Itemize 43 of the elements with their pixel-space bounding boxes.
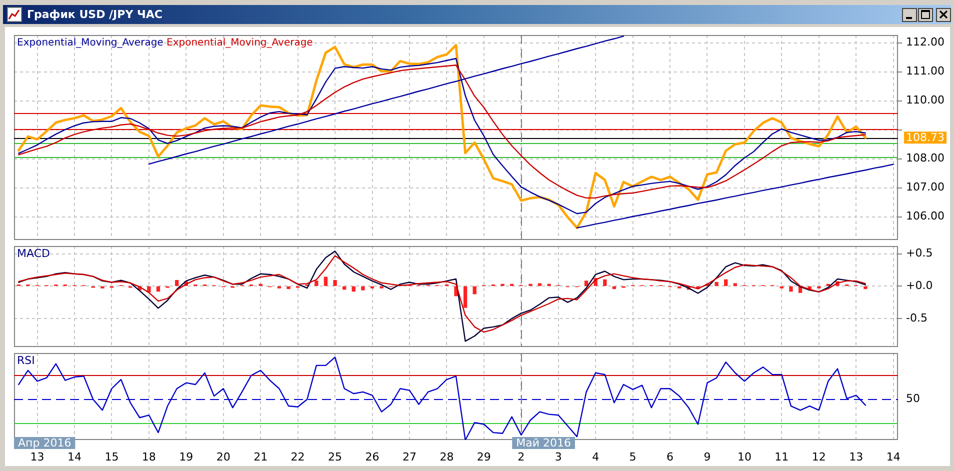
x-tick-label: 6 xyxy=(666,450,674,464)
y-tick-label: 108.00 xyxy=(906,152,944,165)
x-tick-label: 14 xyxy=(67,450,82,464)
ref-line-label: 50 xyxy=(906,392,920,405)
x-tick-label: 20 xyxy=(216,450,230,464)
ref-line-label: Май 2016 xyxy=(516,436,572,450)
x-tick-label: 10 xyxy=(737,450,752,464)
annotation: Апр 2016 xyxy=(18,436,72,450)
x-tick-label: 12 xyxy=(812,450,826,464)
x-tick-label: 22 xyxy=(290,450,305,464)
x-tick-label: 27 xyxy=(402,450,416,464)
x-tick-label: 15 xyxy=(104,450,119,464)
x-tick-label: 3 xyxy=(554,450,562,464)
y-tick-label: 111.00 xyxy=(906,64,944,78)
x-tick-label: 19 xyxy=(179,450,194,464)
x-tick-label: 18 xyxy=(142,450,156,464)
y-tick-label: -0.5 xyxy=(906,311,928,324)
y-tick-label: 112.00 xyxy=(906,36,944,49)
x-tick-label: 4 xyxy=(592,450,600,464)
y-tick-label: 110.00 xyxy=(906,94,944,107)
x-tick-label: 13 xyxy=(849,450,864,464)
y-tick-label: +0.0 xyxy=(906,279,933,292)
text: Exponential_Moving_Average xyxy=(166,38,313,49)
text: Exponential_Moving_Average xyxy=(17,38,164,49)
chart-title: MACD xyxy=(17,246,50,260)
x-tick-label: 28 xyxy=(440,450,454,464)
x-tick-label: 9 xyxy=(704,450,711,464)
x-tick-label: 2 xyxy=(518,450,525,464)
chart-title: График USD /JPY ЧАС xyxy=(27,7,162,22)
title-bar: График USD /JPY ЧАС xyxy=(3,5,951,24)
y-tick-label: 107.00 xyxy=(906,180,944,194)
x-tick-label: 14 xyxy=(886,450,900,464)
x-tick-label: 21 xyxy=(254,450,268,464)
x-tick-label: 5 xyxy=(629,450,636,464)
x-tick-label: 13 xyxy=(30,450,44,464)
x-tick-label: 11 xyxy=(774,450,789,464)
chart-title: RSI xyxy=(17,354,35,367)
x-tick-label: 29 xyxy=(476,450,491,464)
y-tick-label: +0.5 xyxy=(906,246,933,260)
ref-line-label: 108.73 xyxy=(906,131,944,144)
y-tick-label: 106.00 xyxy=(906,210,944,223)
x-tick-label: 26 xyxy=(365,450,380,464)
x-tick-label: 25 xyxy=(328,450,342,464)
